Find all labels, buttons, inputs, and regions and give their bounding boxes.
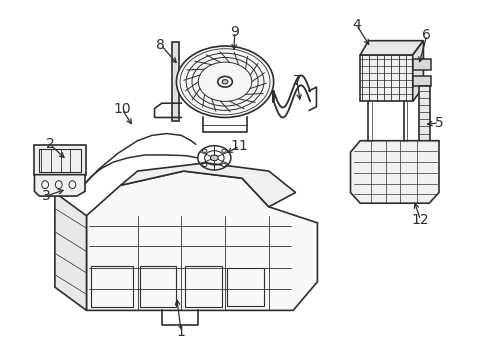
Polygon shape [120, 163, 295, 207]
Ellipse shape [176, 46, 273, 117]
Bar [39, 149, 81, 172]
Text: 6: 6 [422, 28, 430, 42]
Text: 7: 7 [292, 74, 301, 88]
Polygon shape [55, 193, 86, 310]
Polygon shape [86, 171, 317, 310]
Bar [34, 145, 85, 175]
Polygon shape [360, 41, 423, 55]
Ellipse shape [202, 149, 206, 152]
Text: 3: 3 [41, 189, 50, 203]
Text: 5: 5 [434, 116, 443, 130]
Polygon shape [34, 175, 85, 196]
Ellipse shape [202, 163, 206, 167]
Bar [171, 42, 179, 121]
Ellipse shape [217, 76, 232, 87]
Polygon shape [350, 141, 438, 203]
Bar [412, 76, 430, 86]
Text: 12: 12 [411, 213, 428, 227]
Text: 4: 4 [351, 18, 360, 32]
Bar [412, 59, 430, 70]
Polygon shape [418, 86, 429, 141]
Text: 10: 10 [113, 102, 130, 116]
Bar [227, 268, 264, 306]
Bar [185, 266, 221, 307]
Bar [360, 55, 412, 102]
Text: 8: 8 [156, 38, 165, 52]
Text: 1: 1 [177, 325, 185, 339]
Bar [91, 266, 132, 307]
Bar [140, 266, 176, 307]
Text: 9: 9 [230, 25, 239, 39]
Polygon shape [412, 41, 423, 102]
Ellipse shape [222, 80, 227, 84]
Ellipse shape [222, 163, 226, 167]
Text: 2: 2 [45, 137, 54, 151]
Ellipse shape [222, 149, 226, 152]
Ellipse shape [210, 155, 218, 161]
Text: 11: 11 [230, 139, 248, 153]
